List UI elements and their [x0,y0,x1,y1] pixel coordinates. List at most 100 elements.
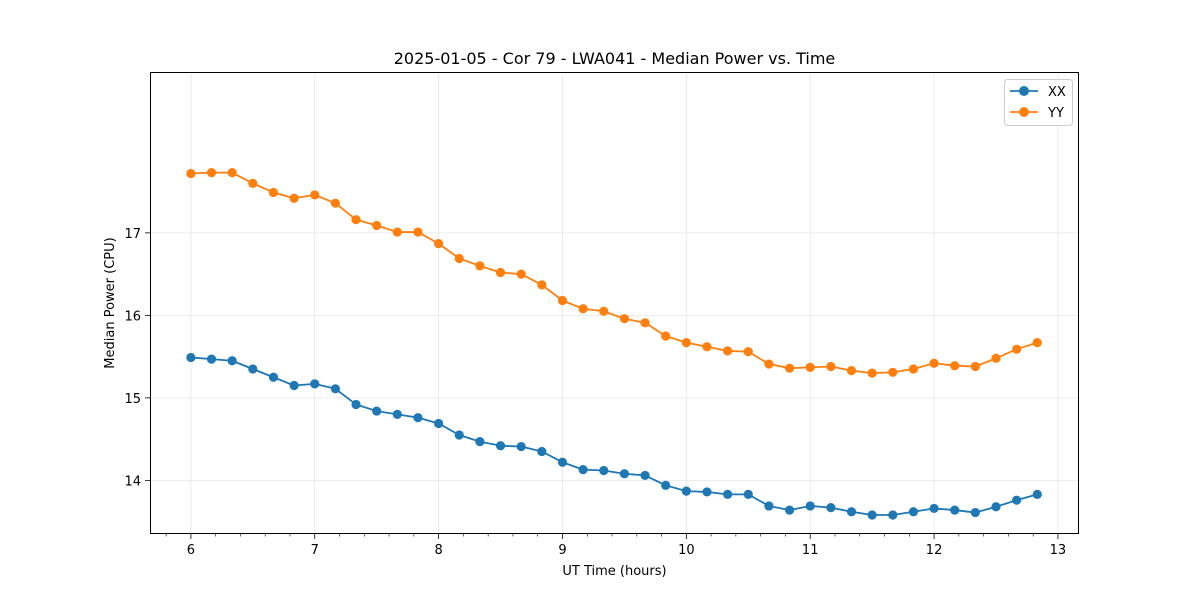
series-xx [186,352,1042,520]
data-point-xx [1012,495,1022,505]
data-point-xx [681,486,691,496]
data-point-yy [846,366,857,376]
x-tick-label: 12 [926,543,943,558]
data-point-yy [784,363,795,373]
data-point-xx [289,380,299,391]
data-point-yy [330,198,340,208]
data-point-xx [991,502,1001,512]
x-axis: 6 7 8 9 10 11 12 13 [165,534,1067,558]
x-tick-label: 9 [558,543,566,558]
data-point-yy [186,168,196,179]
data-point-yy [743,347,753,357]
data-point-yy [991,353,1001,363]
x-tick-label: 13 [1050,543,1067,558]
data-point-xx [454,430,464,440]
data-point-xx [702,487,712,497]
data-point-xx [867,510,877,520]
data-point-xx [888,510,898,520]
data-point-yy [805,362,815,372]
x-tick-label: 7 [311,543,319,558]
data-point-yy [826,361,836,372]
data-point-yy [351,215,361,225]
y-tick-label: 14 [124,474,141,489]
data-point-xx [599,465,609,476]
data-point-yy [434,239,444,249]
data-point-yy [599,306,609,316]
x-tick-label: 10 [678,543,695,558]
x-tick-label: 6 [187,543,195,558]
data-point-yy [537,280,547,290]
data-point-yy [413,227,423,237]
data-point-yy [372,220,382,231]
data-point-yy [495,267,506,278]
data-point-xx [248,364,258,374]
data-point-yy [723,346,733,356]
data-point-xx [908,507,919,517]
x-tick-label: 11 [802,543,819,558]
data-point-xx [970,507,980,518]
data-point-xx [929,503,939,514]
data-point-yy [867,368,877,378]
data-point-xx [475,437,485,447]
data-point-xx [516,441,526,452]
data-point-xx [434,418,444,429]
data-point-yy [702,342,712,352]
legend-marker-yy [1019,107,1029,117]
data-point-yy [929,358,939,368]
data-point-xx [743,489,753,499]
y-axis-label: Median Power (CPU) [103,237,118,368]
data-point-xx [723,489,733,499]
data-point-xx [661,480,671,490]
data-point-yy [289,193,299,203]
data-point-xx [495,441,506,451]
data-point-yy [227,168,237,178]
data-point-xx [826,503,836,513]
data-point-xx [227,356,237,366]
legend-marker-xx [1019,86,1029,96]
data-point-yy [557,295,568,306]
y-axis: 14 15 16 17 [124,227,150,489]
legend-label-xx: XX [1048,85,1066,100]
y-tick-label: 17 [124,227,141,242]
data-point-xx [310,379,320,389]
legend: XX YY [1004,79,1073,126]
x-tick-label: 8 [434,543,442,558]
data-point-yy [764,359,774,369]
data-point-xx [413,413,423,423]
data-point-xx [392,409,402,419]
data-point-yy [268,187,279,198]
data-point-xx [351,399,361,410]
series-layer [186,168,1042,520]
data-point-xx [186,352,196,363]
data-point-xx [206,354,217,364]
data-point-yy [640,318,650,328]
data-point-yy [950,361,960,371]
data-point-yy [661,331,671,341]
data-point-yy [248,178,258,188]
data-point-yy [888,367,898,377]
data-point-yy [619,314,630,324]
data-point-yy [681,338,691,348]
chart-title: 2025-01-05 - Cor 79 - LWA041 - Median Po… [394,49,836,68]
data-point-xx [268,372,279,382]
data-point-xx [619,469,630,479]
legend-label-yy: YY [1047,106,1064,121]
data-point-xx [557,457,568,467]
data-point-yy [970,361,980,372]
y-tick-label: 15 [124,392,141,407]
data-point-yy [1032,338,1042,348]
data-point-yy [516,269,526,279]
data-point-yy [454,253,464,264]
data-point-yy [908,364,919,374]
data-point-xx [805,501,815,511]
data-point-yy [475,261,485,271]
data-point-yy [578,304,588,314]
series-yy [186,168,1042,378]
data-point-yy [310,190,320,200]
data-point-xx [846,507,857,517]
data-point-xx [764,501,774,511]
data-point-xx [784,505,795,515]
data-point-xx [537,446,547,457]
